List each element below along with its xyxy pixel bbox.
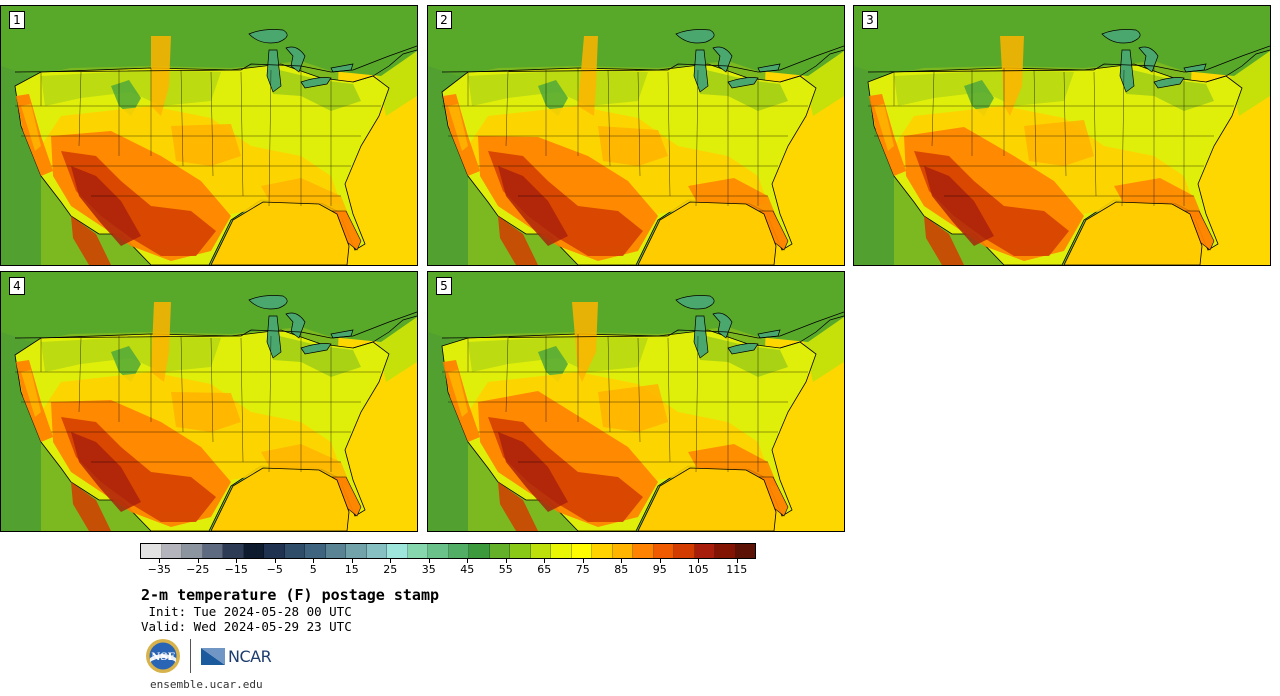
colorbar-tick [274, 559, 276, 563]
chart-title: 2-m temperature (F) postage stamp [141, 586, 440, 604]
colorbar-swatch [694, 544, 715, 558]
colorbar-swatch [243, 544, 264, 558]
colorbar-tick-label: 65 [537, 563, 552, 576]
colorbar-swatch [346, 544, 367, 558]
colorbar-swatch [141, 544, 162, 558]
colorbar-tick [313, 559, 315, 563]
panel-number-label: 5 [436, 277, 452, 295]
ensemble-member-panel-5: 5 [427, 271, 845, 532]
ensemble-member-panel-1: 1 [0, 5, 418, 266]
colorbar-tick [351, 559, 353, 563]
colorbar-swatch [571, 544, 592, 558]
panel-number-label: 2 [436, 11, 452, 29]
colorbar-tick-label: 75 [575, 563, 590, 576]
temperature-colorbar [140, 543, 756, 559]
colorbar-tick-label: −35 [147, 563, 171, 576]
colorbar-swatch [305, 544, 326, 558]
colorbar-swatch [264, 544, 285, 558]
panel-number-label: 1 [9, 11, 25, 29]
colorbar-tick-label: −25 [186, 563, 210, 576]
colorbar-tick-label: 15 [344, 563, 359, 576]
colorbar-tick-label: −15 [224, 563, 248, 576]
colorbar-swatch [510, 544, 531, 558]
colorbar-tick [505, 559, 507, 563]
colorbar-swatch [653, 544, 674, 558]
colorbar-swatch [428, 544, 449, 558]
ncar-wordmark: NCAR [228, 646, 272, 666]
colorbar-tick [659, 559, 661, 563]
temperature-map [1, 6, 417, 265]
temperature-map [1, 272, 417, 531]
colorbar-swatch [674, 544, 695, 558]
panel-number-label: 3 [862, 11, 878, 29]
colorbar-swatch [469, 544, 490, 558]
colorbar-swatch [735, 544, 755, 558]
panel-number-label: 4 [9, 277, 25, 295]
colorbar-swatch [223, 544, 244, 558]
logo-divider [190, 639, 191, 673]
colorbar-swatch [161, 544, 182, 558]
colorbar-swatch [182, 544, 203, 558]
colorbar-tick [621, 559, 623, 563]
ncar-mark-icon [201, 648, 225, 665]
colorbar-swatch [612, 544, 633, 558]
colorbar-swatch [551, 544, 572, 558]
colorbar-tick [544, 559, 546, 563]
colorbar-swatch [489, 544, 510, 558]
colorbar-tick [236, 559, 238, 563]
colorbar-swatch [284, 544, 305, 558]
colorbar-tick-label: 45 [460, 563, 475, 576]
ncar-logo: NCAR [200, 646, 272, 666]
nsf-logo-icon: NSF [146, 639, 180, 673]
temperature-map [428, 272, 844, 531]
colorbar-swatch [387, 544, 408, 558]
colorbar-tick [582, 559, 584, 563]
colorbar-tick [197, 559, 199, 563]
colorbar-swatch [325, 544, 346, 558]
colorbar-tick-label: 95 [652, 563, 667, 576]
colorbar-swatch [592, 544, 613, 558]
colorbar-ticks: −35 −25 −15 −5 5 15 25 35 45 55 65 75 85 95 105 115 [140, 559, 756, 579]
colorbar-swatch [715, 544, 736, 558]
colorbar-swatch [530, 544, 551, 558]
colorbar-tick [736, 559, 738, 563]
ensemble-member-panel-2: 2 [427, 5, 845, 266]
colorbar-swatch [448, 544, 469, 558]
colorbar-tick-label: 105 [687, 563, 709, 576]
colorbar-swatch [202, 544, 223, 558]
logo-bar: NSF NCAR [145, 638, 272, 674]
temperature-map [428, 6, 844, 265]
colorbar-tick [390, 559, 392, 563]
colorbar-tick-label: 25 [383, 563, 398, 576]
colorbar-tick [428, 559, 430, 563]
ensemble-member-panel-3: 3 [853, 5, 1271, 266]
colorbar-tick-label: 115 [726, 563, 748, 576]
colorbar-tick-label: 35 [421, 563, 436, 576]
colorbar-swatch [366, 544, 387, 558]
colorbar-tick-label: 55 [498, 563, 513, 576]
valid-time: Valid: Wed 2024-05-29 23 UTC [141, 619, 352, 634]
colorbar-tick [159, 559, 161, 563]
colorbar-tick [698, 559, 700, 563]
ensemble-member-panel-4: 4 [0, 271, 418, 532]
footer-url: ensemble.ucar.edu [150, 678, 263, 691]
colorbar-swatch [407, 544, 428, 558]
colorbar-tick-label: −5 [266, 563, 283, 576]
temperature-map [854, 6, 1270, 265]
colorbar-tick-label: 5 [309, 563, 317, 576]
init-time: Init: Tue 2024-05-28 00 UTC [141, 604, 352, 619]
colorbar-tick [467, 559, 469, 563]
nsf-logo-text: NSF [151, 652, 174, 663]
colorbar-swatch [633, 544, 654, 558]
colorbar-tick-label: 85 [614, 563, 629, 576]
